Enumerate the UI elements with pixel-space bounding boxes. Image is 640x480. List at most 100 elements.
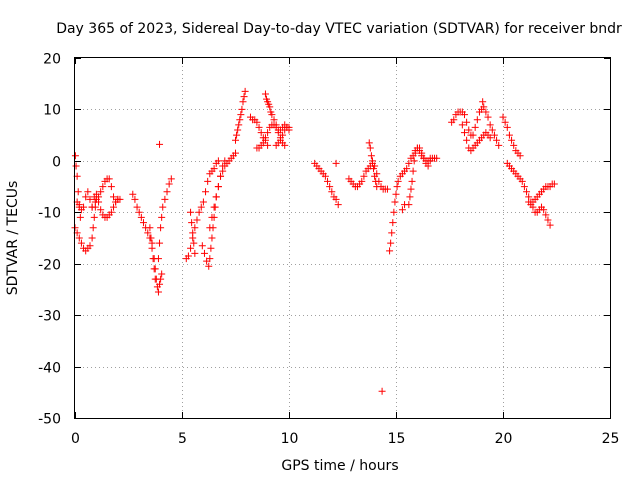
data-point xyxy=(147,234,155,242)
data-point xyxy=(281,141,289,149)
data-point xyxy=(131,195,139,203)
data-point xyxy=(232,136,239,144)
data-point xyxy=(240,93,248,101)
x-axis-label: GPS time / hours xyxy=(281,458,398,474)
data-point xyxy=(542,211,550,219)
data-point xyxy=(238,105,246,113)
data-point xyxy=(80,203,88,211)
data-point xyxy=(233,131,241,139)
data-point xyxy=(411,149,419,157)
data-point xyxy=(150,265,158,273)
data-point xyxy=(86,195,94,203)
data-point xyxy=(144,229,152,237)
data-point xyxy=(490,131,498,139)
data-point xyxy=(378,387,386,395)
data-point xyxy=(257,129,265,137)
data-point xyxy=(465,126,473,134)
data-point xyxy=(391,198,399,206)
data-point xyxy=(450,116,458,124)
data-point xyxy=(90,213,98,221)
y-tick-labels: 20 10 0 -10 -20 -30 -40 -50 xyxy=(38,52,61,428)
data-point xyxy=(405,201,413,209)
data-point xyxy=(188,219,196,227)
data-point xyxy=(393,183,401,191)
data-point xyxy=(410,157,418,165)
data-point xyxy=(198,242,206,250)
data-point xyxy=(279,131,287,139)
data-point xyxy=(276,136,284,144)
data-point xyxy=(191,249,199,257)
y-tick-label: -10 xyxy=(38,206,61,222)
data-point xyxy=(370,165,378,173)
plot-frame xyxy=(74,57,611,419)
data-point xyxy=(372,177,380,185)
y-tick-label: 20 xyxy=(43,52,61,68)
data-point xyxy=(76,213,84,221)
data-point xyxy=(503,123,511,131)
data-point xyxy=(195,208,203,216)
data-point xyxy=(264,141,272,149)
x-tick-label: 5 xyxy=(178,431,187,447)
data-point xyxy=(505,131,513,139)
data-point xyxy=(232,149,239,157)
data-point xyxy=(383,185,391,193)
data-point xyxy=(99,183,107,191)
data-point xyxy=(407,185,415,193)
data-point xyxy=(206,224,214,232)
data-point xyxy=(187,244,195,252)
data-point xyxy=(360,172,368,180)
data-point xyxy=(77,239,85,247)
data-point xyxy=(236,116,244,124)
data-point xyxy=(237,111,245,119)
data-point xyxy=(157,224,165,232)
data-point xyxy=(546,221,554,229)
x-tick-label: 15 xyxy=(388,431,406,447)
data-point xyxy=(129,190,137,198)
data-point xyxy=(261,90,269,98)
data-point xyxy=(165,180,173,188)
data-point xyxy=(388,229,396,237)
data-point xyxy=(72,162,80,170)
data-point xyxy=(151,275,159,283)
data-point xyxy=(107,208,115,216)
data-point xyxy=(158,270,166,278)
data-point xyxy=(202,188,210,196)
data-point xyxy=(193,216,201,224)
data-point xyxy=(264,129,272,137)
data-point xyxy=(146,224,154,232)
data-point xyxy=(480,103,488,111)
data-point xyxy=(518,177,526,185)
grid xyxy=(75,58,610,418)
data-point xyxy=(206,255,214,263)
data-point xyxy=(214,183,222,191)
data-point xyxy=(484,113,492,121)
data-point xyxy=(463,118,471,126)
data-point xyxy=(154,255,162,263)
data-point xyxy=(493,136,501,144)
data-point xyxy=(373,183,381,191)
data-point xyxy=(405,159,413,167)
data-point xyxy=(156,239,164,247)
data-point xyxy=(270,116,278,124)
data-point xyxy=(424,162,432,170)
data-point xyxy=(212,193,220,201)
data-point xyxy=(510,141,518,149)
data-point xyxy=(204,177,212,185)
data-point xyxy=(501,118,509,126)
data-point xyxy=(274,129,282,137)
data-point xyxy=(197,203,205,211)
x-tick-label: 20 xyxy=(495,431,513,447)
data-point xyxy=(409,167,417,175)
data-point xyxy=(137,213,145,221)
data-point xyxy=(473,116,481,124)
data-point xyxy=(386,247,394,255)
data-point xyxy=(167,175,175,183)
data-point xyxy=(255,123,263,131)
data-point xyxy=(187,208,195,216)
y-tick-label: -30 xyxy=(38,309,61,325)
data-point xyxy=(390,208,398,216)
y-tick-label: -50 xyxy=(38,412,61,428)
data-point xyxy=(523,188,531,196)
data-point xyxy=(285,123,293,131)
data-point xyxy=(239,98,247,106)
